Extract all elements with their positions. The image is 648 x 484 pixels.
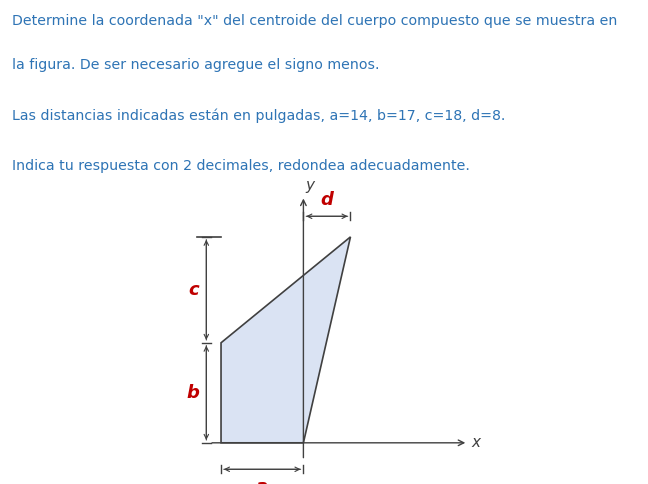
Text: a: a xyxy=(256,478,268,484)
Text: b: b xyxy=(187,384,200,402)
Text: Las distancias indicadas están en pulgadas, a=14, b=17, c=18, d=8.: Las distancias indicadas están en pulgad… xyxy=(12,108,505,123)
Text: c: c xyxy=(189,281,200,299)
Text: la figura. De ser necesario agregue el signo menos.: la figura. De ser necesario agregue el s… xyxy=(12,58,379,72)
Text: x: x xyxy=(471,435,480,450)
Polygon shape xyxy=(221,237,351,443)
Text: d: d xyxy=(321,191,333,209)
Text: y: y xyxy=(305,178,314,193)
Text: Determine la coordenada "x" del centroide del cuerpo compuesto que se muestra en: Determine la coordenada "x" del centroid… xyxy=(12,14,617,28)
Text: Indica tu respuesta con 2 decimales, redondea adecuadamente.: Indica tu respuesta con 2 decimales, red… xyxy=(12,159,470,173)
